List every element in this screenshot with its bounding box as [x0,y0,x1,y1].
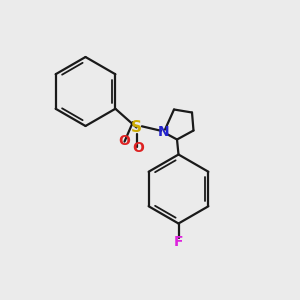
Text: O: O [118,134,130,148]
Text: F: F [174,235,183,248]
Text: N: N [158,125,169,139]
Text: S: S [131,120,142,135]
Text: O: O [132,141,144,155]
